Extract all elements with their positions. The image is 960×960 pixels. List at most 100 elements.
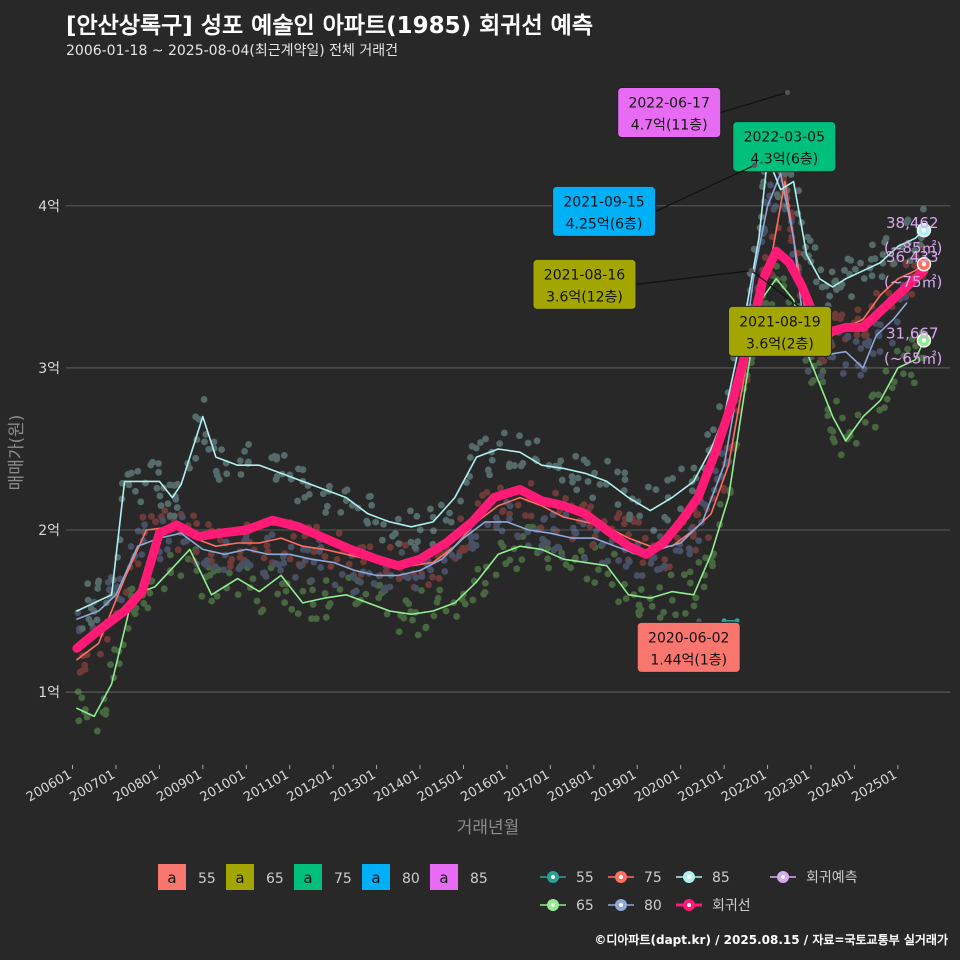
trade-point	[192, 454, 200, 462]
trade-point	[236, 554, 244, 561]
trade-point	[127, 469, 135, 477]
legend-line-label: 회귀선	[712, 898, 751, 914]
trade-point	[354, 577, 362, 585]
callout-date: 2021-08-19	[739, 314, 820, 330]
trade-point	[272, 559, 279, 567]
trade-point	[686, 568, 694, 576]
trade-point	[678, 465, 685, 473]
trade-point	[577, 547, 585, 555]
trade-point	[893, 318, 901, 326]
trade-point	[381, 587, 389, 594]
trade-point	[374, 582, 382, 589]
trade-point	[380, 520, 387, 528]
legend-swatch-glyph: a	[167, 869, 176, 887]
x-tick-label: 201501	[415, 767, 465, 805]
trade-point	[319, 490, 327, 498]
trade-point	[709, 562, 716, 570]
trade-point	[672, 611, 680, 619]
trade-point	[540, 516, 548, 523]
trade-point	[137, 498, 145, 506]
forecast-value-label: 31,667	[886, 324, 939, 342]
trade-point	[704, 431, 712, 438]
trade-point	[661, 564, 669, 572]
callout-price: 4.3억(6층)	[750, 152, 818, 168]
trade-point	[527, 512, 535, 520]
trade-point	[908, 335, 916, 343]
x-tick-label: 202201	[719, 767, 769, 805]
trade-point	[852, 439, 860, 447]
trade-point	[831, 314, 839, 322]
trade-point	[539, 535, 547, 543]
trade-point	[345, 574, 353, 582]
x-tick-label: 200901	[154, 767, 204, 805]
trade-point	[139, 513, 147, 521]
trade-point	[900, 352, 908, 360]
trade-point	[621, 469, 629, 477]
callout-leader	[720, 91, 788, 114]
trade-point	[819, 378, 827, 386]
trade-point	[613, 514, 621, 522]
trade-point	[829, 353, 837, 361]
trade-point	[201, 438, 208, 446]
trade-point	[661, 513, 669, 521]
trade-point	[689, 532, 697, 540]
trade-point	[769, 271, 776, 279]
trade-point	[572, 529, 580, 537]
trade-point	[580, 456, 588, 464]
trade-point	[350, 589, 357, 596]
callout-date: 2020-06-02	[648, 630, 729, 646]
trade-point	[253, 597, 261, 605]
trade-point	[299, 546, 307, 553]
trade-point	[874, 329, 882, 336]
trade-point	[693, 511, 701, 519]
trade-point	[479, 491, 486, 499]
trade-point	[272, 476, 280, 483]
trade-point	[708, 558, 716, 566]
callout-box	[532, 258, 637, 310]
trade-point	[144, 604, 152, 612]
trade-point	[236, 457, 244, 465]
trade-point	[446, 509, 453, 517]
trade-point	[832, 277, 840, 285]
trade-point	[554, 543, 561, 551]
trade-point	[519, 533, 527, 540]
trade-point	[533, 549, 541, 557]
trade-point	[516, 432, 523, 440]
y-tick-label: 3억	[38, 361, 60, 377]
x-tick-label: 201201	[285, 767, 335, 805]
trade-point	[198, 592, 206, 600]
trade-point	[76, 625, 83, 633]
trade-point	[299, 587, 307, 595]
trade-point	[908, 290, 916, 298]
legend-line-label: 65	[576, 898, 594, 914]
trade-point	[806, 237, 814, 245]
trade-point	[87, 604, 95, 612]
trade-point	[514, 532, 521, 540]
trade-point	[885, 289, 893, 297]
trade-point	[271, 452, 279, 460]
trade-point	[435, 575, 443, 582]
trade-point	[405, 600, 413, 608]
trade-point	[205, 521, 212, 528]
trade-point	[237, 471, 245, 478]
trade-point	[141, 521, 149, 529]
trade-point	[343, 486, 351, 494]
trade-point	[166, 512, 174, 520]
trade-point	[920, 354, 928, 362]
trade-point	[826, 292, 834, 300]
trade-point	[335, 529, 343, 537]
trade-point	[583, 575, 591, 583]
legend-swatch-fill	[226, 864, 254, 890]
trade-point	[94, 579, 102, 587]
trade-point	[871, 423, 879, 431]
trade-point	[222, 538, 230, 546]
y-tick-label: 2억	[38, 523, 60, 539]
trade-point	[436, 586, 444, 594]
trade-point	[653, 566, 661, 574]
trade-point	[294, 497, 302, 505]
trade-point	[395, 628, 403, 636]
trade-point	[273, 455, 280, 463]
trade-point	[472, 444, 480, 452]
trade-point	[817, 372, 825, 380]
